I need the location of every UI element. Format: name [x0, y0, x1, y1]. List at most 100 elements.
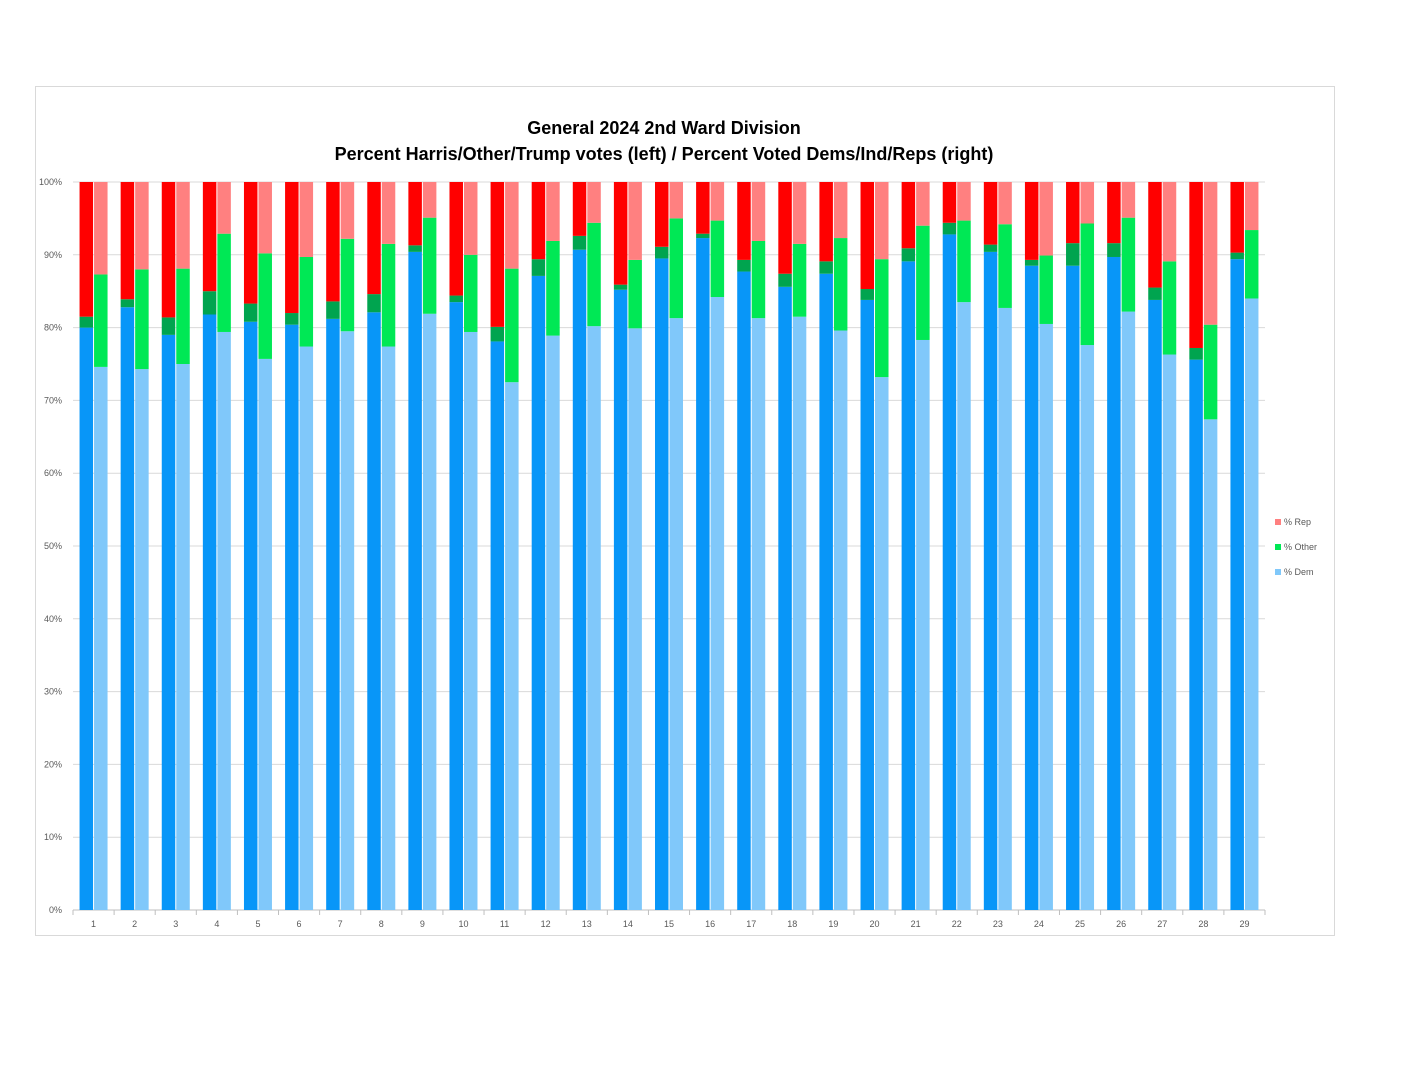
x-tick-label: 4 [214, 919, 219, 929]
bar-rep-voted [258, 182, 272, 254]
bar-other-votes [1107, 243, 1121, 257]
bar-rep-voted [1039, 182, 1053, 256]
legend-label-other: % Other [1284, 541, 1318, 552]
x-tick-label: 16 [705, 919, 715, 929]
bar-other-votes [778, 273, 792, 287]
bar-ind-voted [792, 243, 807, 317]
bar-trump [819, 182, 833, 262]
bar-harris [1024, 265, 1039, 911]
bar-dem-voted [751, 318, 766, 910]
bar-dem-voted [1121, 311, 1136, 910]
y-tick-label: 0% [49, 905, 62, 915]
bar-dem-voted [463, 331, 478, 910]
bar-harris [983, 251, 998, 910]
legend-swatch-rep [1275, 518, 1281, 525]
bar-ind-voted [217, 233, 231, 332]
bar-trump [531, 182, 546, 260]
bar-other-votes [243, 303, 258, 322]
bar-other-votes [449, 295, 463, 303]
bar-rep-voted [463, 182, 478, 255]
bar-dem-voted [176, 364, 190, 910]
bar-rep-voted [217, 182, 231, 234]
bar-rep-voted [587, 182, 601, 223]
bar-other-votes [696, 233, 710, 239]
x-tick-label: 2 [132, 919, 137, 929]
bar-trump [655, 182, 669, 247]
x-tick-label: 27 [1157, 919, 1167, 929]
bar-trump [285, 182, 299, 314]
bar-dem-voted [340, 331, 355, 910]
bar-ind-voted [94, 274, 108, 367]
bar-rep-voted [957, 182, 971, 221]
bar-ind-voted [916, 225, 930, 340]
bar-harris [1066, 265, 1080, 911]
bar-trump [490, 182, 505, 327]
y-tick-label: 90% [44, 250, 62, 260]
bar-ind-voted [1080, 223, 1095, 346]
bar-harris [326, 318, 340, 910]
x-tick-label: 26 [1116, 919, 1126, 929]
bar-rep-voted [94, 182, 108, 275]
bar-trump [901, 182, 916, 249]
bar-other-votes [1024, 259, 1039, 266]
bar-trump [737, 182, 751, 260]
bar-rep-voted [710, 182, 725, 221]
y-tick-label: 60% [44, 468, 62, 478]
y-tick-label: 20% [44, 759, 62, 769]
bar-harris [202, 314, 217, 911]
bar-dem-voted [957, 302, 971, 910]
bar-other-votes [942, 222, 957, 235]
bar-harris [860, 299, 875, 910]
y-tick-label: 30% [44, 687, 62, 697]
bar-rep-voted [628, 182, 642, 260]
bar-harris [901, 261, 916, 910]
bar-other-votes [285, 313, 299, 325]
bar-other-votes [161, 317, 176, 335]
x-tick-label: 23 [993, 919, 1003, 929]
x-tick-label: 25 [1075, 919, 1085, 929]
bar-trump [572, 182, 587, 236]
bar-dem-voted [299, 346, 314, 910]
bar-ind-voted [381, 243, 396, 347]
y-tick-label: 100% [39, 177, 62, 187]
bar-dem-voted [587, 326, 601, 910]
x-tick-label: 5 [255, 919, 260, 929]
bar-rep-voted [998, 182, 1012, 225]
bar-trump [983, 182, 998, 245]
bar-other-votes [655, 246, 669, 259]
bar-ind-voted [258, 253, 272, 359]
bar-dem-voted [792, 316, 807, 910]
bar-trump [120, 182, 135, 300]
bar-rep-voted [1203, 182, 1218, 325]
bar-rep-voted [505, 182, 519, 269]
bar-trump [613, 182, 628, 285]
bar-harris [572, 249, 587, 911]
legend-swatch-other [1275, 543, 1281, 550]
bar-rep-voted [1121, 182, 1136, 218]
bar-other-votes [819, 261, 833, 274]
y-tick-label: 70% [44, 395, 62, 405]
legend-item-rep: % Rep [1275, 509, 1335, 534]
chart-title: General 2024 2nd Ward Division Percent H… [36, 115, 1292, 167]
bar-ind-voted [135, 269, 149, 370]
bar-harris [490, 341, 505, 910]
bar-trump [1189, 182, 1203, 348]
bar-rep-voted [1080, 182, 1095, 224]
x-tick-label: 12 [541, 919, 551, 929]
x-tick-label: 3 [173, 919, 178, 929]
bar-dem-voted [1162, 354, 1177, 910]
chart-frame: General 2024 2nd Ward Division Percent H… [35, 86, 1335, 936]
bar-harris [79, 327, 94, 911]
bar-other-votes [860, 289, 875, 300]
bar-other-votes [572, 235, 587, 250]
bar-ind-voted [998, 224, 1012, 308]
bar-rep-voted [792, 182, 807, 244]
bar-dem-voted [1203, 419, 1218, 910]
bar-dem-voted [1080, 345, 1095, 910]
bar-rep-voted [422, 182, 437, 218]
x-tick-label: 18 [787, 919, 797, 929]
x-tick-label: 22 [952, 919, 962, 929]
x-tick-label: 9 [420, 919, 425, 929]
x-tick-label: 10 [458, 919, 468, 929]
bar-dem-voted [669, 318, 683, 910]
